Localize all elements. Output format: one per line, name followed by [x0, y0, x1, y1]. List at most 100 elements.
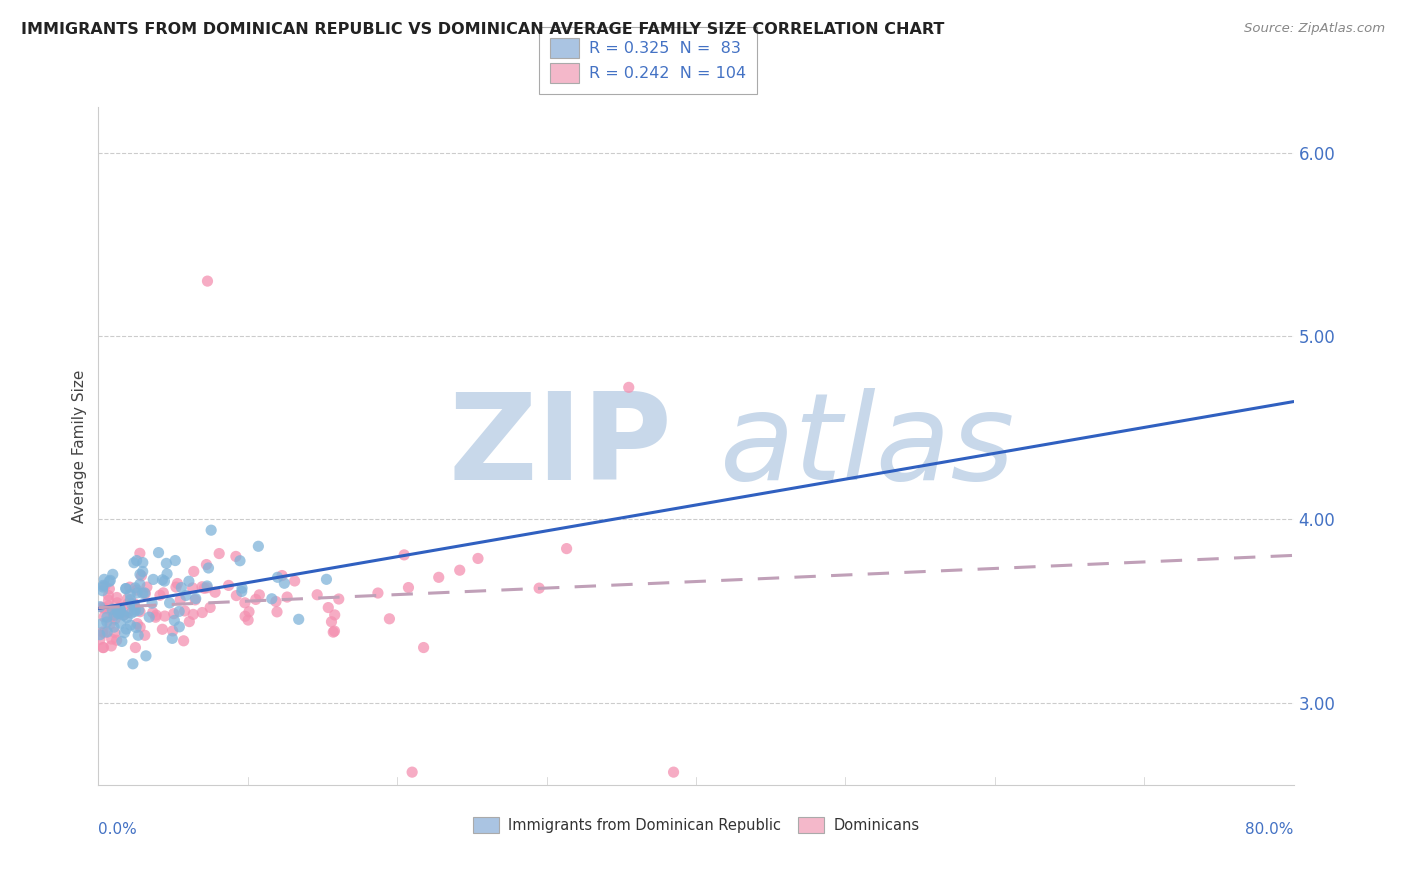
Point — [398, 581, 420, 595]
Point — [105, 633, 128, 648]
Point — [266, 570, 288, 584]
Point — [122, 597, 145, 611]
Point — [120, 588, 142, 602]
Point — [127, 628, 149, 642]
Point — [198, 600, 221, 615]
Point — [104, 612, 127, 626]
Point — [155, 557, 177, 571]
Point — [238, 605, 260, 619]
Point — [103, 620, 125, 634]
Point — [247, 539, 270, 553]
Point — [128, 603, 150, 617]
Point — [125, 620, 148, 634]
Legend: Immigrants from Dominican Republic, Dominicans: Immigrants from Dominican Republic, Domi… — [467, 811, 925, 838]
Point — [103, 607, 125, 622]
Point — [231, 581, 253, 595]
Point — [142, 606, 165, 620]
Point — [98, 574, 121, 589]
Point — [183, 565, 205, 579]
Point — [118, 580, 141, 594]
Point — [141, 596, 163, 610]
Point — [167, 604, 190, 618]
Point — [115, 622, 138, 636]
Point — [114, 582, 136, 596]
Point — [218, 578, 240, 592]
Point — [110, 603, 132, 617]
Point — [128, 546, 150, 560]
Point — [412, 640, 434, 655]
Point — [247, 588, 270, 602]
Point — [159, 596, 181, 610]
Point — [273, 576, 295, 591]
Point — [195, 581, 218, 595]
Point — [169, 620, 191, 634]
Point — [467, 551, 489, 566]
Point — [138, 610, 160, 624]
Point — [124, 640, 146, 655]
Point — [125, 553, 148, 567]
Point — [115, 610, 138, 624]
Point — [105, 602, 128, 616]
Point — [173, 633, 195, 648]
Point — [169, 592, 191, 607]
Point — [179, 615, 201, 629]
Point — [392, 548, 415, 562]
Point — [266, 605, 288, 619]
Point — [174, 589, 197, 603]
Point — [131, 569, 153, 583]
Point — [165, 553, 187, 567]
Point — [555, 541, 578, 556]
Point — [208, 547, 231, 561]
Point — [152, 586, 174, 600]
Point — [181, 581, 204, 595]
Point — [91, 600, 114, 615]
Point — [89, 599, 111, 614]
Point — [225, 549, 247, 564]
Point — [287, 612, 309, 626]
Point — [307, 588, 329, 602]
Point — [124, 605, 146, 619]
Y-axis label: Average Family Size: Average Family Size — [72, 369, 87, 523]
Point — [204, 585, 226, 599]
Point — [91, 625, 114, 640]
Point — [184, 591, 207, 606]
Point — [129, 605, 152, 619]
Point — [367, 586, 389, 600]
Point — [89, 632, 111, 647]
Text: Source: ZipAtlas.com: Source: ZipAtlas.com — [1244, 22, 1385, 36]
Point — [117, 591, 139, 606]
Point — [97, 599, 120, 613]
Point — [91, 640, 114, 655]
Point — [124, 599, 146, 613]
Point — [98, 602, 121, 616]
Point — [131, 586, 153, 600]
Point — [127, 586, 149, 600]
Point — [120, 592, 142, 607]
Point — [114, 625, 136, 640]
Point — [229, 554, 252, 568]
Point — [276, 590, 298, 604]
Point — [191, 606, 214, 620]
Point — [225, 589, 247, 603]
Point — [153, 609, 176, 624]
Point — [128, 577, 150, 591]
Point — [124, 581, 146, 595]
Point — [127, 616, 149, 631]
Point — [90, 616, 112, 631]
Point — [150, 622, 173, 636]
Point — [120, 618, 142, 632]
Point — [427, 570, 450, 584]
Point — [134, 586, 156, 600]
Point — [98, 582, 121, 596]
Point — [93, 601, 115, 615]
Text: 80.0%: 80.0% — [1246, 822, 1294, 838]
Point — [233, 609, 256, 624]
Text: 0.0%: 0.0% — [98, 822, 138, 838]
Point — [165, 580, 187, 594]
Point — [135, 648, 157, 663]
Point — [107, 607, 129, 621]
Point — [328, 592, 350, 607]
Point — [236, 613, 259, 627]
Point — [124, 603, 146, 617]
Point — [97, 589, 120, 603]
